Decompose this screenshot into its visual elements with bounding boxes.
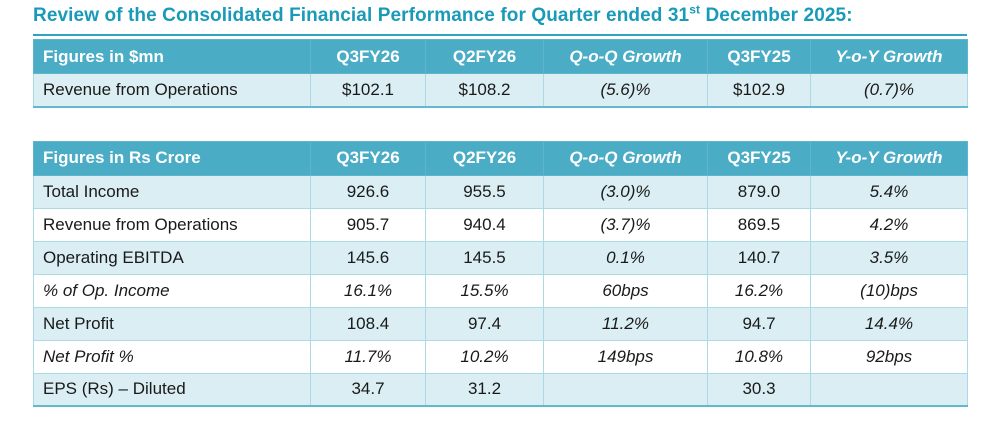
table-gap [33,108,982,138]
value-cell: 11.2% [543,306,708,341]
value-cell: (5.6)% [543,73,708,108]
header-cell: Q3FY25 [707,140,811,176]
row-label-cell: Operating EBITDA [33,240,311,275]
value-cell [810,372,968,407]
value-cell: 879.0 [707,174,811,209]
table-row: Operating EBITDA 145.6 145.5 0.1% 140.7 3.5% [33,240,968,275]
header-cell: Y-o-Y Growth [810,39,968,74]
value-cell: 955.5 [425,174,544,209]
title-text: Review of the Consolidated Financial Per… [33,5,690,26]
value-cell: (3.0)% [543,174,708,209]
row-label-cell: % of Op. Income [33,273,311,308]
value-cell: 10.8% [707,339,811,374]
header-cell: Q-o-Q Growth [543,140,708,176]
value-cell: 16.1% [310,273,426,308]
value-cell: 34.7 [310,372,426,407]
row-label-cell: Revenue from Operations [33,207,311,242]
title-text-suffix: December 2025: [700,5,853,26]
value-cell: (0.7)% [810,73,968,108]
table-header-row: Figures in Rs Crore Q3FY26 Q2FY26 Q-o-Q Gro… [33,140,968,176]
value-cell: 4.2% [810,207,968,242]
title-superscript: st [689,2,701,17]
value-cell: $102.1 [310,73,426,108]
row-label-cell: EPS (Rs) – Diluted [33,372,311,407]
value-cell: 14.4% [810,306,968,341]
value-cell: 92bps [810,339,968,374]
row-label-cell: Net Profit % [33,339,311,374]
header-cell-label: Figures in $mn [33,39,311,74]
value-cell: 15.5% [425,273,544,308]
value-cell: 0.1% [543,240,708,275]
value-cell: 149bps [543,339,708,374]
header-cell: Y-o-Y Growth [810,140,968,176]
header-cell: Q3FY26 [310,140,426,176]
value-cell: 5.4% [810,174,968,209]
header-cell: Q-o-Q Growth [543,39,708,74]
value-cell [543,372,708,407]
table-row: Revenue from Operations $102.1 $108.2 (5.6)… [33,73,968,108]
value-cell: 145.5 [425,240,544,275]
table-row: Net Profit % 11.7% 10.2% 149bps 10.8% 92bps [33,339,968,374]
table-row: Net Profit 108.4 97.4 11.2% 94.7 14.4% [33,306,968,341]
value-cell: 869.5 [707,207,811,242]
value-cell: $108.2 [425,73,544,108]
value-cell: 60bps [543,273,708,308]
value-cell: 94.7 [707,306,811,341]
header-cell: Q2FY26 [425,140,544,176]
value-cell: (3.7)% [543,207,708,242]
header-cell-label: Figures in Rs Crore [33,140,311,176]
value-cell: 145.6 [310,240,426,275]
table-header-row: Figures in $mn Q3FY26 Q2FY26 Q-o-Q Growth Q3… [33,39,968,74]
value-cell: (10)bps [810,273,968,308]
value-cell: 11.7% [310,339,426,374]
value-cell: 940.4 [425,207,544,242]
header-cell: Q3FY26 [310,39,426,74]
row-label-cell: Net Profit [33,306,311,341]
table-row: Revenue from Operations 905.7 940.4 (3.7)% 8… [33,207,968,242]
value-cell: 31.2 [425,372,544,407]
header-cell: Q3FY25 [707,39,811,74]
table-row: Total Income 926.6 955.5 (3.0)% 879.0 5.4% [33,174,968,209]
value-cell: 10.2% [425,339,544,374]
value-cell: 30.3 [707,372,811,407]
header-cell: Q2FY26 [425,39,544,74]
value-cell: 3.5% [810,240,968,275]
table-figures-rs-crore: Figures in Rs Crore Q3FY26 Q2FY26 Q-o-Q Gro… [33,140,968,407]
value-cell: 926.6 [310,174,426,209]
value-cell: 140.7 [707,240,811,275]
table-row: EPS (Rs) – Diluted 34.7 31.2 30.3 [33,372,968,407]
value-cell: 97.4 [425,306,544,341]
value-cell: 16.2% [707,273,811,308]
value-cell: 108.4 [310,306,426,341]
row-label-cell: Revenue from Operations [33,73,311,108]
value-cell: 905.7 [310,207,426,242]
table-figures-usd-mn: Figures in $mn Q3FY26 Q2FY26 Q-o-Q Growth Q3… [33,39,968,108]
row-label-cell: Total Income [33,174,311,209]
page-title: Review of the Consolidated Financial Per… [33,2,967,36]
value-cell: $102.9 [707,73,811,108]
table-row: % of Op. Income 16.1% 15.5% 60bps 16.2% (10)b… [33,273,968,308]
